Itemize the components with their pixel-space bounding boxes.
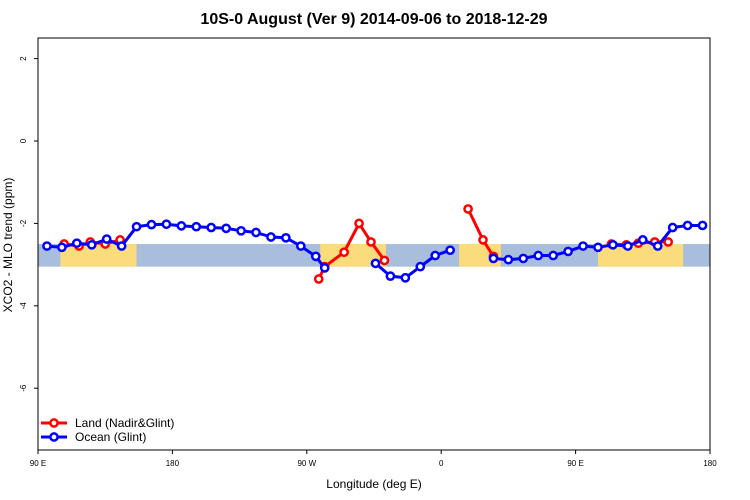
data-point (266, 232, 276, 242)
y-tick-label: -2 (19, 219, 28, 227)
y-tick-label: 2 (19, 56, 28, 61)
y-axis-label: XCO2 - MLO trend (ppm) (1, 178, 15, 313)
data-point (313, 274, 324, 284)
data-point (206, 222, 217, 233)
data-point (578, 241, 588, 251)
x-tick-label: 180 (703, 459, 717, 468)
x-tick-label: 0 (439, 459, 444, 468)
legend: Land (Nadir&Glint)Ocean (Glint) (41, 416, 174, 444)
data-point (86, 239, 97, 250)
data-point (623, 241, 633, 251)
data-point (415, 261, 426, 272)
x-tick-label: 90 W (297, 459, 316, 468)
data-point (116, 241, 127, 251)
legend-label: Ocean (Glint) (75, 430, 146, 444)
data-point (488, 253, 499, 264)
data-point (548, 250, 559, 261)
y-axis: -6 -4 -2 0 2 (19, 56, 38, 392)
data-point (42, 241, 52, 251)
data-point (366, 237, 376, 247)
x-tick-label: 90 E (567, 459, 583, 468)
series-layer (42, 204, 708, 284)
data-point (354, 218, 364, 229)
x-axis: 90 E 180 90 W 0 90 E 180 (30, 450, 717, 468)
chart-title: 10S-0 August (Ver 9) 2014-09-06 to 2018-… (200, 11, 547, 28)
data-point (146, 219, 157, 230)
legend-marker (49, 418, 59, 428)
data-point (400, 272, 411, 283)
data-point (608, 239, 618, 250)
y-tick-label: -6 (19, 384, 28, 392)
series-ocean (42, 219, 708, 283)
data-point (518, 253, 529, 264)
data-point (71, 238, 82, 249)
data-point (101, 234, 112, 244)
data-point (176, 221, 187, 231)
land-band-segment (598, 244, 684, 267)
data-point (295, 241, 306, 251)
data-point (236, 225, 246, 236)
y-tick-label: -4 (19, 302, 28, 310)
x-tick-label: 180 (166, 459, 180, 468)
data-point (593, 242, 603, 253)
x-tick-label: 90 E (30, 459, 46, 468)
plot-frame (37, 37, 711, 451)
legend-marker (49, 432, 59, 442)
data-point (430, 250, 441, 261)
data-point (319, 263, 330, 273)
data-point (637, 235, 648, 245)
data-point (339, 247, 349, 258)
y-tick-label: 0 (19, 138, 28, 143)
data-point (478, 235, 488, 245)
data-point (663, 237, 674, 247)
data-point (370, 258, 381, 269)
data-point (191, 221, 202, 232)
data-point (57, 242, 67, 253)
data-point (652, 241, 663, 251)
data-point (533, 250, 544, 261)
data-point (463, 204, 473, 214)
data-point (281, 232, 291, 243)
data-point (131, 221, 142, 232)
data-point (697, 220, 708, 231)
data-point (161, 219, 172, 230)
land-band-segment (320, 244, 386, 267)
data-point (667, 222, 678, 233)
data-point (385, 271, 396, 281)
data-point (379, 255, 390, 266)
data-point (221, 223, 232, 234)
data-point (310, 251, 321, 262)
data-point (251, 227, 261, 238)
legend-label: Land (Nadir&Glint) (75, 416, 174, 430)
data-point (682, 220, 693, 231)
data-point (503, 254, 514, 265)
data-point (563, 246, 573, 257)
data-point (445, 245, 456, 256)
x-axis-label: Longitude (deg E) (326, 477, 421, 491)
